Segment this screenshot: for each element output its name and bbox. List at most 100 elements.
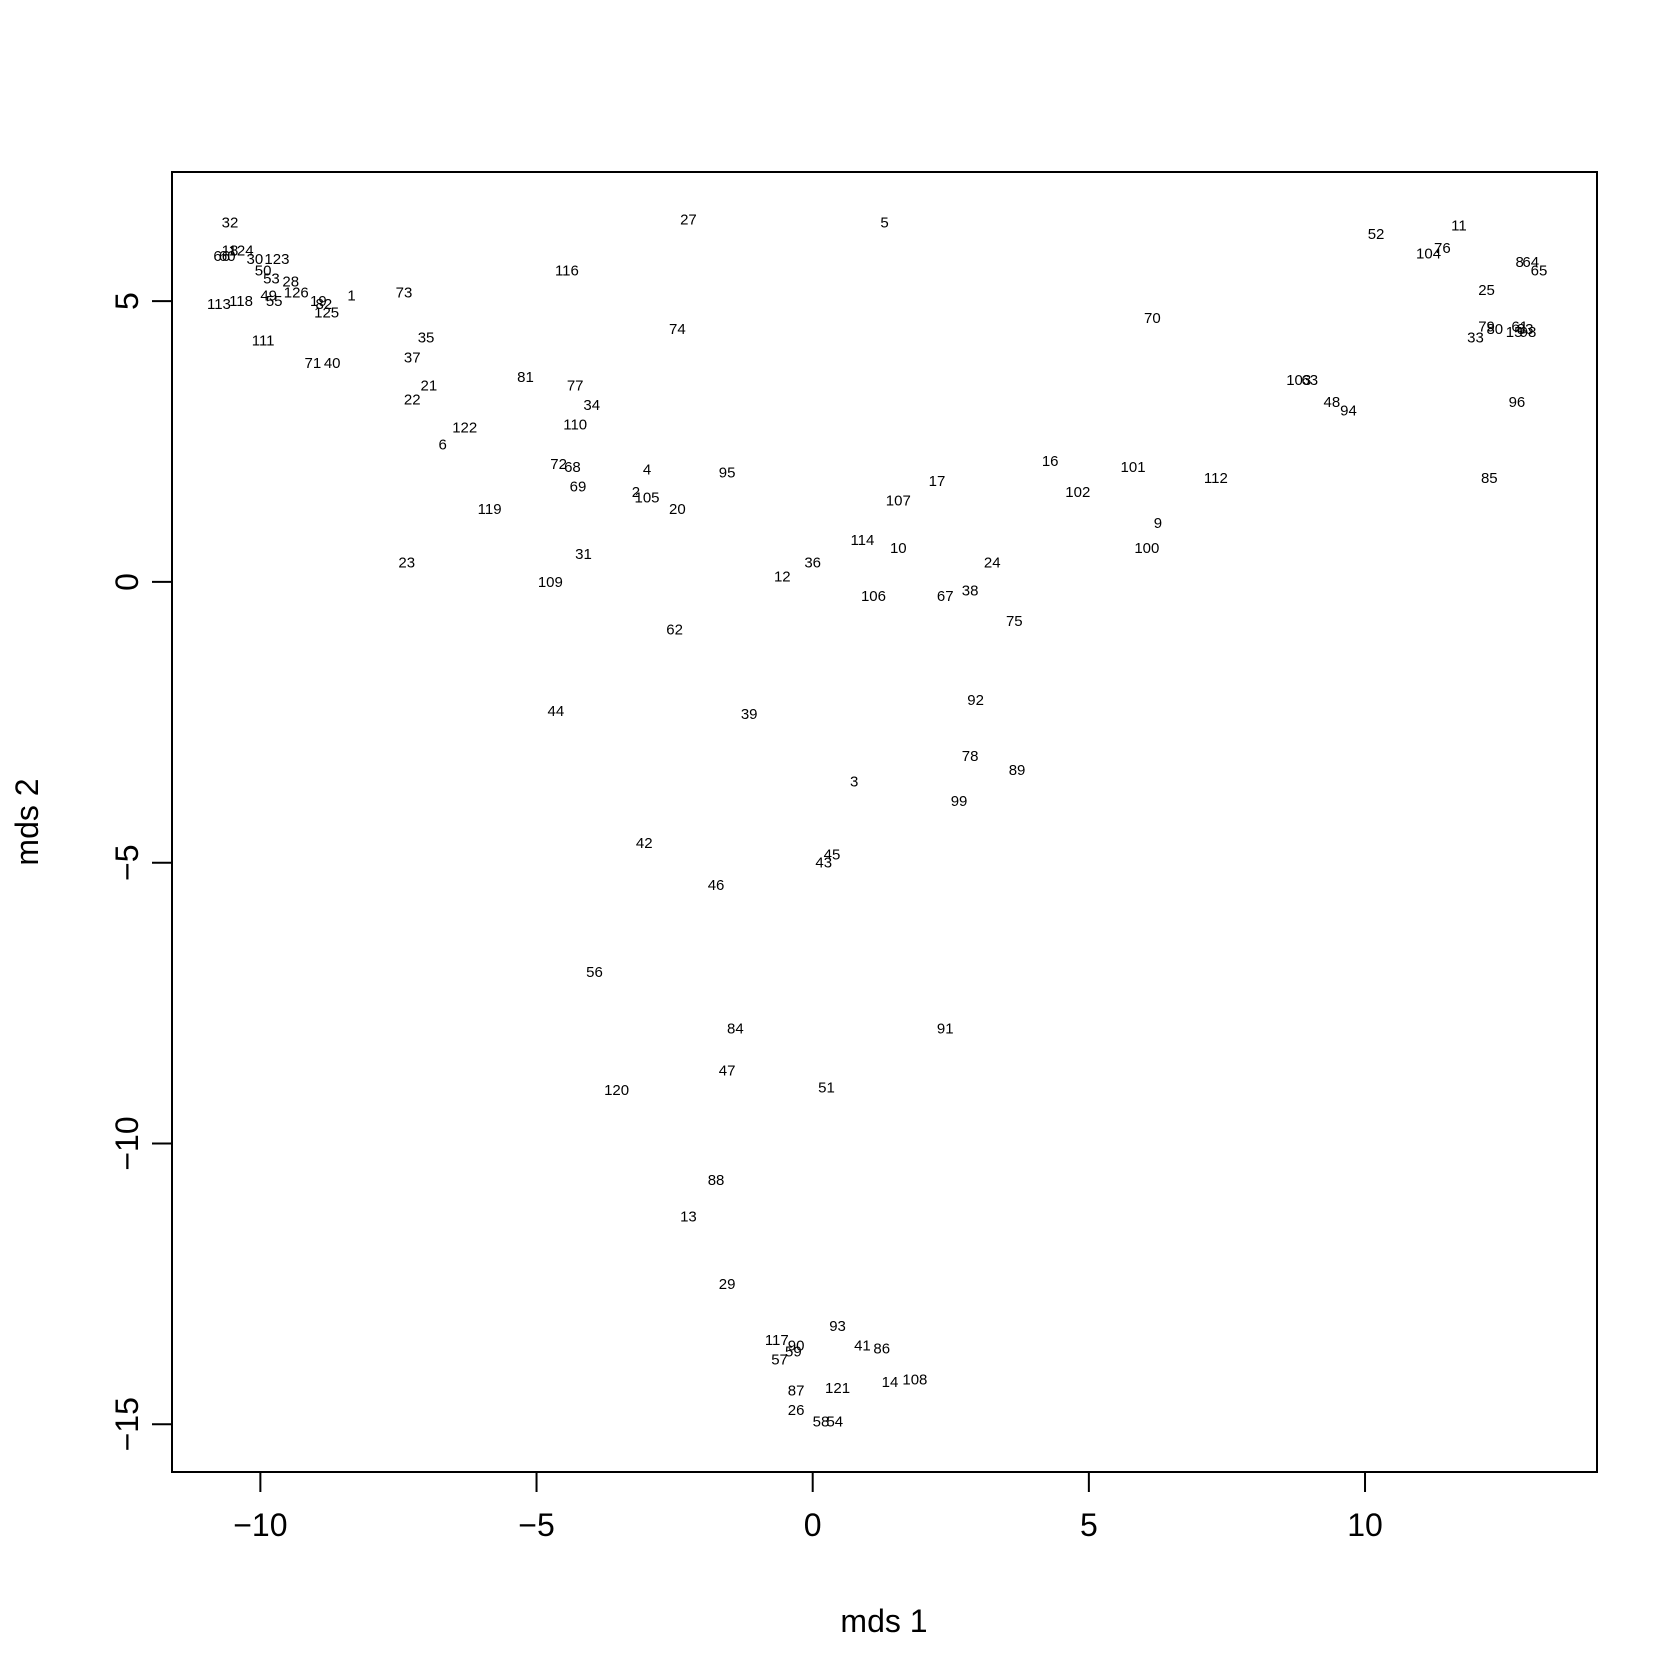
point-label: 16 — [1042, 453, 1059, 470]
point-label: 34 — [583, 397, 600, 414]
point-label: 74 — [669, 321, 686, 338]
point-label: 43 — [815, 855, 832, 872]
point-label: 59 — [785, 1343, 802, 1360]
point-label: 11 — [1451, 217, 1467, 234]
point-label: 118 — [229, 293, 253, 310]
point-label: 93 — [829, 1318, 846, 1335]
point-label: 72 — [550, 456, 567, 473]
point-label: 55 — [266, 293, 283, 310]
point-label: 121 — [825, 1380, 850, 1397]
point-label: 17 — [929, 473, 946, 490]
point-label: 112 — [1204, 470, 1228, 487]
point-label: 88 — [708, 1172, 725, 1189]
point-label: 76 — [1434, 240, 1451, 257]
point-label: 95 — [719, 464, 736, 481]
point-label: 8 — [1516, 254, 1524, 271]
point-label: 77 — [567, 377, 584, 394]
point-label: 33 — [1467, 330, 1484, 347]
point-label: 56 — [586, 964, 603, 981]
point-label: 119 — [478, 501, 502, 518]
point-label: 96 — [1509, 394, 1526, 411]
point-label: 71 — [304, 355, 321, 372]
point-label: 15 — [1506, 324, 1523, 341]
point-label: 2 — [632, 484, 640, 501]
point-label: 85 — [1481, 470, 1498, 487]
point-label: 37 — [404, 349, 421, 366]
point-label: 45 — [824, 846, 841, 863]
point-label: 62 — [666, 622, 683, 639]
point-label: 66 — [213, 248, 230, 265]
point-label: 86 — [873, 1340, 890, 1357]
point-label: 38 — [962, 582, 979, 599]
point-label: 36 — [804, 554, 821, 571]
point-label: 40 — [324, 355, 341, 372]
point-label: 47 — [719, 1062, 736, 1079]
point-label: 63 — [1301, 372, 1318, 389]
point-label: 29 — [719, 1276, 736, 1293]
point-label: 116 — [555, 262, 579, 279]
point-label: 3 — [850, 773, 858, 790]
point-label: 104 — [1416, 245, 1441, 262]
point-label: 6 — [438, 436, 446, 453]
point-label: 30 — [247, 251, 264, 268]
point-label: 14 — [882, 1374, 899, 1391]
point-label: 125 — [314, 304, 339, 321]
point-label: 82 — [316, 296, 333, 313]
x-tick-label: −5 — [518, 1507, 554, 1543]
point-label: 49 — [260, 288, 277, 305]
point-label: 105 — [634, 490, 659, 507]
point-label: 65 — [1531, 262, 1548, 279]
point-label: 68 — [564, 459, 581, 476]
point-label: 23 — [398, 554, 415, 571]
point-label: 42 — [636, 835, 653, 852]
point-label: 90 — [788, 1338, 805, 1355]
y-tick-label: −15 — [109, 1397, 145, 1451]
point-label: 58 — [813, 1413, 830, 1430]
point-label: 22 — [404, 391, 421, 408]
point-label: 27 — [680, 212, 697, 229]
point-label: 109 — [538, 574, 563, 591]
point-label: 39 — [741, 706, 758, 723]
point-label: 120 — [604, 1082, 629, 1099]
x-tick-label: 0 — [804, 1507, 822, 1543]
point-label: 10 — [890, 540, 907, 557]
point-label: 52 — [1368, 226, 1385, 243]
point-label: 32 — [222, 215, 239, 232]
point-label: 18 — [222, 243, 239, 260]
point-label: 20 — [669, 501, 686, 518]
x-tick-label: 5 — [1080, 1507, 1098, 1543]
point-label: 28 — [282, 274, 299, 291]
point-label: 87 — [788, 1383, 805, 1400]
point-label: 12 — [774, 568, 791, 585]
point-label: 83 — [1517, 321, 1534, 338]
point-label: 99 — [951, 793, 968, 810]
point-label: 26 — [788, 1402, 805, 1419]
point-label: 64 — [1522, 254, 1539, 271]
point-label: 19 — [310, 293, 327, 310]
point-label: 98 — [1520, 324, 1537, 341]
point-label: 107 — [886, 493, 911, 510]
point-label: 41 — [854, 1338, 871, 1355]
point-label: 44 — [548, 703, 565, 720]
point-label: 48 — [1324, 394, 1341, 411]
point-label: 61 — [1511, 318, 1528, 335]
point-label: 124 — [229, 243, 254, 260]
point-label: 25 — [1478, 282, 1495, 299]
point-label: 111 — [252, 332, 275, 349]
x-tick-label: −10 — [233, 1507, 287, 1543]
point-label: 101 — [1121, 459, 1146, 476]
point-label: 94 — [1340, 403, 1357, 420]
point-label: 57 — [771, 1352, 788, 1369]
point-label: 60 — [219, 248, 236, 265]
point-label: 84 — [727, 1020, 744, 1037]
point-label: 110 — [563, 417, 587, 434]
point-label: 81 — [517, 369, 534, 386]
y-axis: −15 −10 −5 0 5 — [109, 292, 173, 1451]
point-label: 117 — [765, 1332, 789, 1349]
point-label: 54 — [826, 1413, 843, 1430]
x-axis: −10 −5 0 5 10 — [233, 1471, 1383, 1543]
point-label: 21 — [420, 377, 437, 394]
point-label: 75 — [1006, 613, 1023, 630]
